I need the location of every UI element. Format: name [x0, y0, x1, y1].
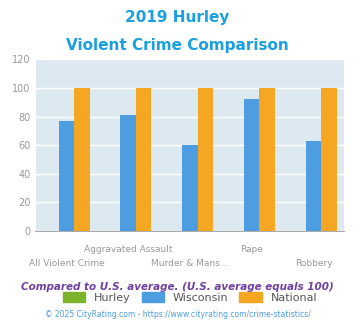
Text: Murder & Mans...: Murder & Mans... [151, 259, 229, 268]
Bar [74, 88, 89, 231]
Text: Violent Crime Comparison: Violent Crime Comparison [66, 38, 289, 53]
Text: Compared to U.S. average. (U.S. average equals 100): Compared to U.S. average. (U.S. average … [21, 282, 334, 292]
Bar [306, 141, 321, 231]
Bar [120, 115, 136, 231]
Text: All Violent Crime: All Violent Crime [28, 259, 104, 268]
Bar [136, 88, 151, 231]
Text: Aggravated Assault: Aggravated Assault [84, 245, 173, 254]
Text: Rape: Rape [240, 245, 263, 254]
Bar [260, 88, 275, 231]
Bar [321, 88, 337, 231]
Bar [59, 121, 74, 231]
Legend: Hurley, Wisconsin, National: Hurley, Wisconsin, National [58, 288, 322, 308]
Bar [244, 99, 260, 231]
Text: © 2025 CityRating.com - https://www.cityrating.com/crime-statistics/: © 2025 CityRating.com - https://www.city… [45, 310, 310, 319]
Text: 2019 Hurley: 2019 Hurley [125, 10, 230, 25]
Bar [182, 145, 198, 231]
Text: Robbery: Robbery [295, 259, 332, 268]
Bar [198, 88, 213, 231]
